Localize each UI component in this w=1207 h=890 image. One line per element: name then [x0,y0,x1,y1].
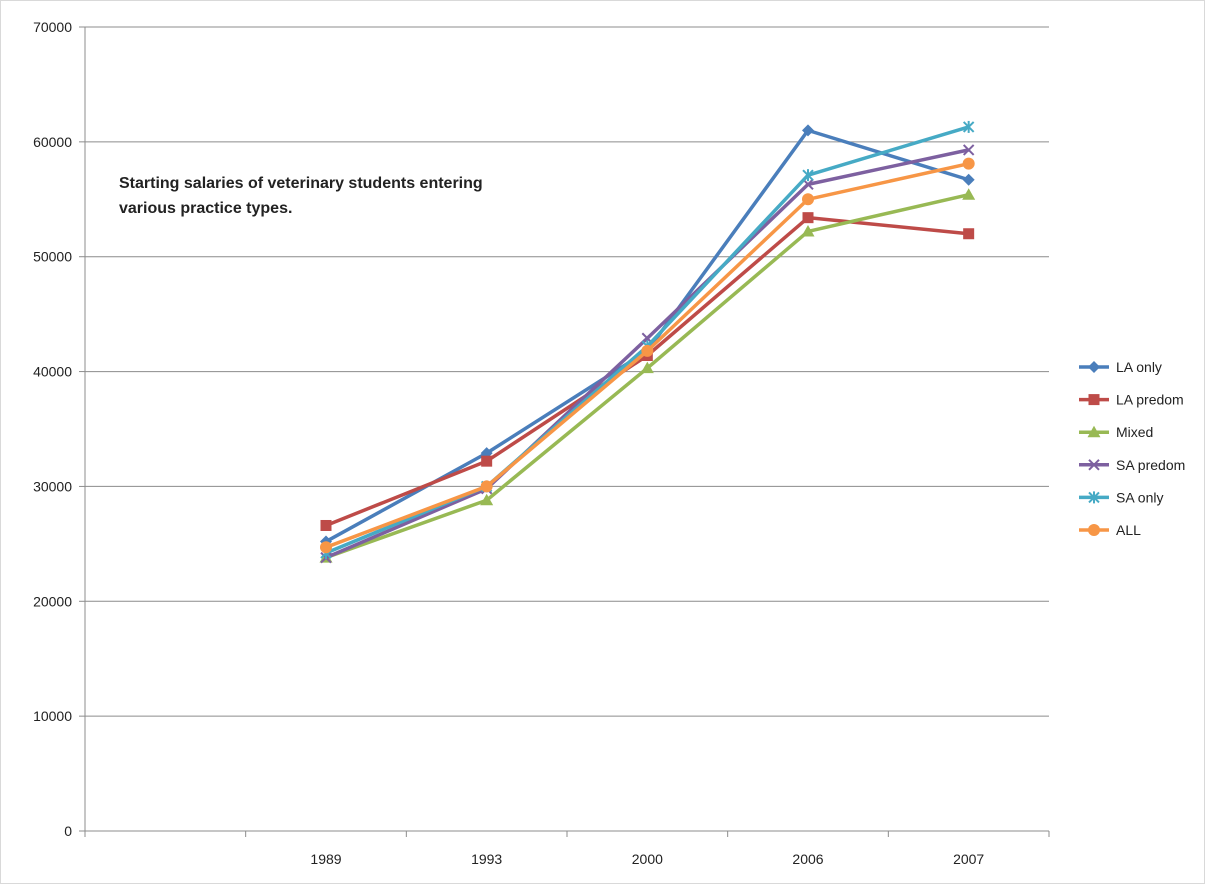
data-point [962,144,975,156]
data-point [480,493,494,506]
data-point [962,173,975,186]
x-tick-label: 2000 [632,851,663,867]
data-point [802,169,814,182]
chart-annotation: Starting salaries of veterinary students… [119,175,483,217]
y-tick-label: 20000 [33,593,72,609]
series-mixed [319,188,976,563]
data-point [962,157,975,170]
legend-label: ALL [1116,522,1141,538]
y-tick-label: 30000 [33,478,72,494]
annotation-line-1: Starting salaries of veterinary students… [119,175,483,192]
data-point [480,480,493,493]
data-point [641,344,654,357]
y-tick-label: 10000 [33,708,72,724]
data-point [320,519,332,531]
x-axis-ticks: 1989 1993 2000 2006 2007 [84,831,1050,867]
y-tick-label: 60000 [33,134,72,150]
y-tick-label: 40000 [33,364,72,380]
legend-marker [1087,425,1101,438]
x-tick-label: 1989 [310,851,341,867]
legend-marker [1088,491,1100,504]
series-all [320,157,975,554]
y-tick-label: 50000 [33,249,72,265]
legend-label: SA predom [1116,457,1185,473]
data-point [802,124,814,137]
legend-marker [1088,361,1100,373]
series-line [325,192,970,560]
y-axis-ticks: 0 10000 20000 30000 40000 50000 60000 70000 [33,19,85,839]
data-point [963,228,975,240]
legend-marker [1088,524,1100,536]
legend-label: LA predom [1116,392,1184,408]
data-point [802,212,814,224]
data-point [962,188,976,200]
data-point [481,455,493,467]
gridlines [85,26,1049,717]
legend-item-sa-only: SA only [1079,489,1163,505]
data-point [320,541,332,554]
series-lines [319,120,976,564]
y-tick-label: 0 [64,823,72,839]
legend-marker [1088,394,1100,406]
data-point [962,120,975,133]
y-tick-label: 70000 [33,19,72,35]
x-tick-label: 1993 [471,851,502,867]
x-tick-label: 2007 [953,851,984,867]
legend-item-all: ALL [1079,522,1141,538]
annotation-line-2: various practice types. [119,200,292,217]
legend-item-sa-predom: SA predom [1079,457,1185,473]
legend-item-la-only: LA only [1079,359,1162,375]
legend-label: LA only [1116,359,1162,375]
legend-item-mixed: Mixed [1079,424,1153,440]
data-point [802,193,814,206]
data-point [801,224,815,237]
data-point [640,361,654,374]
legend-item-la-predom: LA predom [1079,392,1184,408]
legend-marker [1088,459,1100,471]
x-tick-label: 2006 [792,851,823,867]
legend-label: SA only [1116,489,1163,505]
legend: LA only LA predom Mixed SA predom SA only ALL [1079,359,1185,538]
legend-label: Mixed [1116,424,1153,440]
